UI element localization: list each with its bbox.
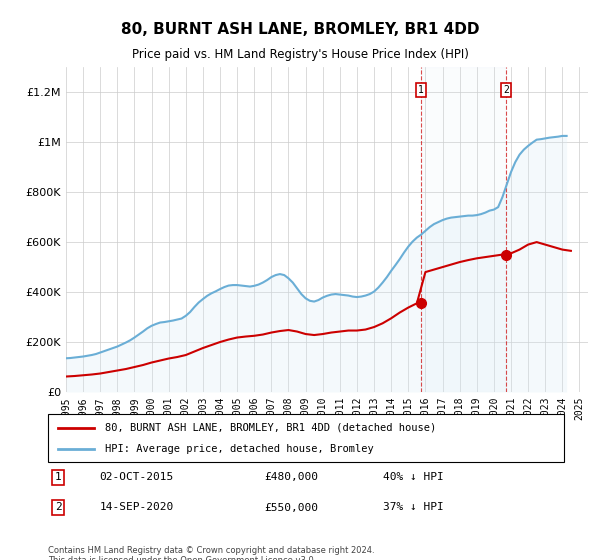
Text: £480,000: £480,000 [265,473,319,482]
Text: 1: 1 [55,473,62,482]
Bar [421,67,506,392]
Text: 02-OCT-2015: 02-OCT-2015 [100,473,174,482]
Text: Contains HM Land Registry data © Crown copyright and database right 2024.
This d: Contains HM Land Registry data © Crown c… [48,546,374,560]
Text: 2: 2 [503,85,509,95]
Text: 80, BURNT ASH LANE, BROMLEY, BR1 4DD (detached house): 80, BURNT ASH LANE, BROMLEY, BR1 4DD (de… [105,423,436,433]
Text: Price paid vs. HM Land Registry's House Price Index (HPI): Price paid vs. HM Land Registry's House … [131,48,469,60]
Text: 40% ↓ HPI: 40% ↓ HPI [383,473,444,482]
Text: 2: 2 [55,502,62,512]
Text: 1: 1 [418,85,424,95]
Text: 37% ↓ HPI: 37% ↓ HPI [383,502,444,512]
FancyBboxPatch shape [48,414,564,462]
Text: HPI: Average price, detached house, Bromley: HPI: Average price, detached house, Brom… [105,444,374,454]
Text: 80, BURNT ASH LANE, BROMLEY, BR1 4DD: 80, BURNT ASH LANE, BROMLEY, BR1 4DD [121,22,479,38]
Text: 14-SEP-2020: 14-SEP-2020 [100,502,174,512]
Text: £550,000: £550,000 [265,502,319,512]
